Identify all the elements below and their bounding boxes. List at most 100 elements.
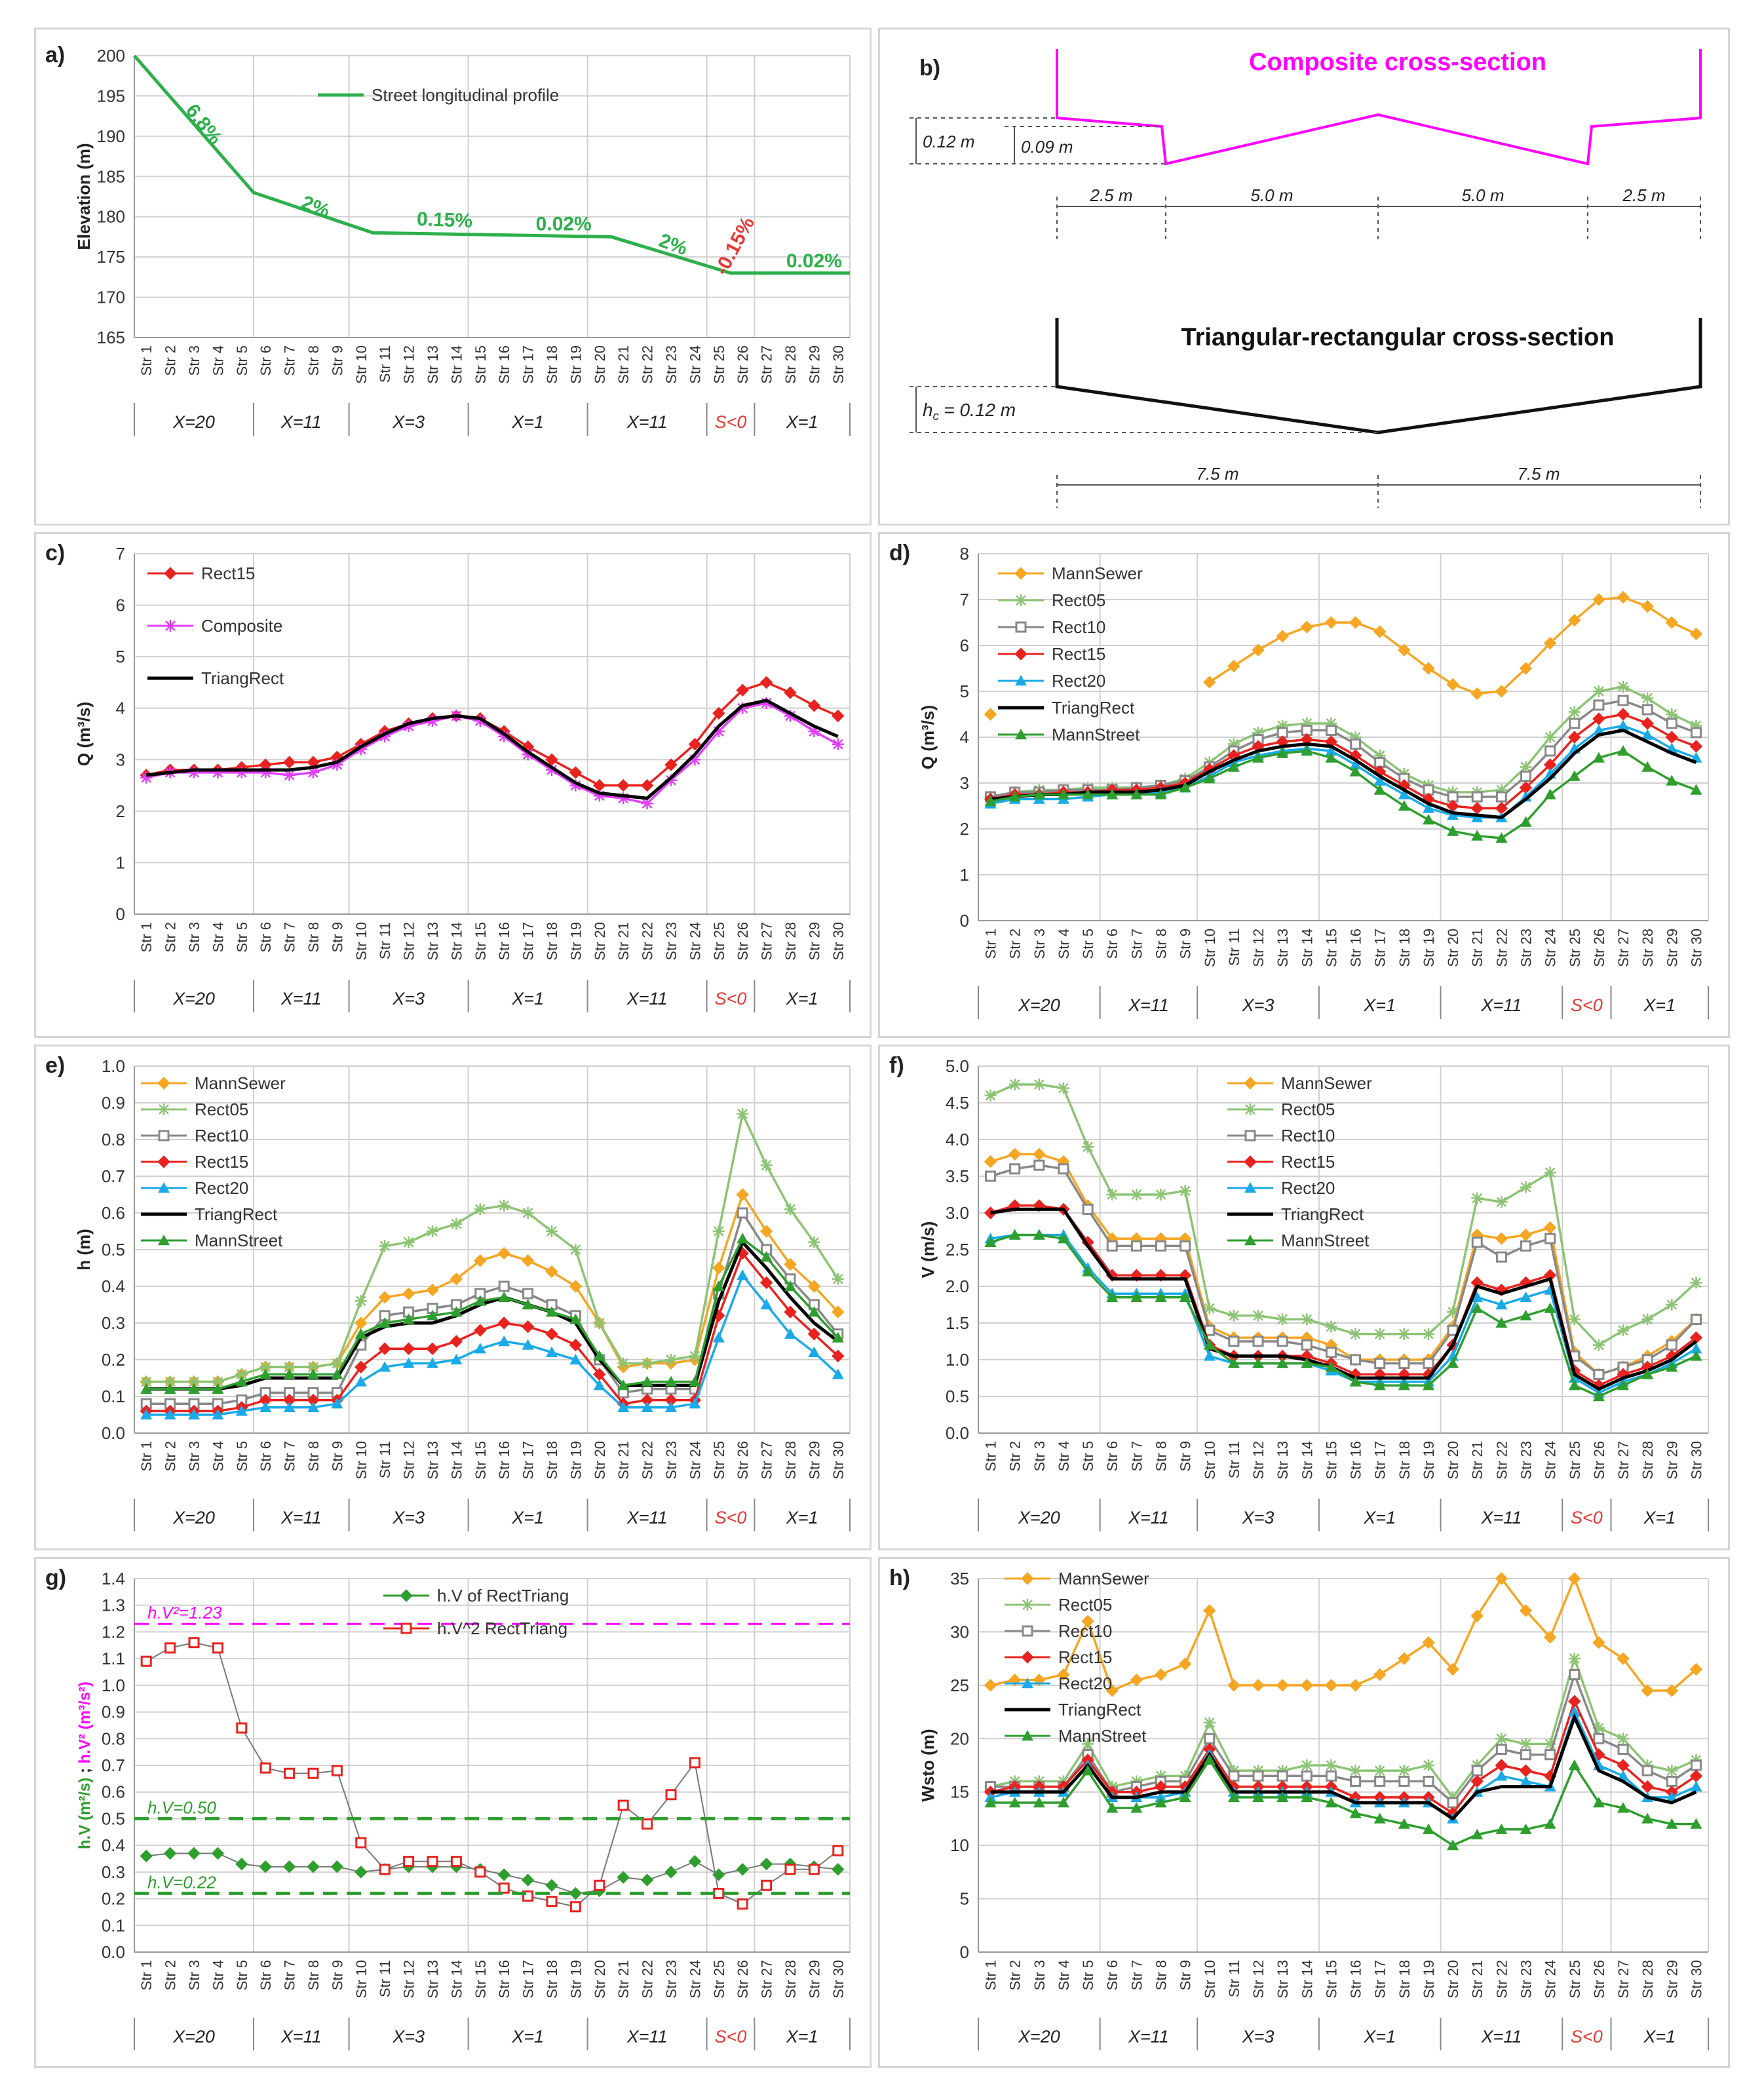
point-Rect15: [1519, 1764, 1533, 1777]
x-tick-label: Str 5: [1080, 1960, 1096, 1990]
y-tick-label: 0.7: [102, 1166, 125, 1186]
point-MannSewer: [474, 1254, 487, 1267]
point-MannStreet: [784, 1280, 796, 1292]
point-MannSewer: [1203, 1604, 1216, 1617]
x-tick-label: Str 14: [448, 1960, 465, 1999]
point-Rect05: [808, 1236, 820, 1248]
x-tick-label: Str 10: [1202, 1441, 1218, 1480]
point-MannStreet: [569, 1313, 582, 1324]
point-Rect20: [1520, 791, 1532, 802]
point-Composite: [188, 766, 200, 778]
point-Composite: [784, 710, 796, 722]
point-MannSewer: [807, 1280, 821, 1293]
x-tick-label: Str 24: [1543, 929, 1559, 967]
slope-annotation: 2%: [656, 229, 690, 259]
x-tick-label: Str 26: [735, 345, 751, 384]
point-h.V of RectTriang: [759, 1857, 773, 1871]
point-h.V^2 RectTriang: [450, 1856, 462, 1868]
point-MannStreet: [427, 1309, 438, 1320]
y-tick-label: 5.0: [946, 1056, 969, 1076]
x-tick-label: Str 24: [687, 1960, 703, 1999]
point-Rect10: [1520, 1240, 1531, 1252]
c-legend: Rect15 Composite TriangRect: [147, 564, 284, 688]
legend-label: MannSewer: [1281, 1073, 1372, 1093]
point-Rect15: [807, 1328, 821, 1341]
point-Rect20: [1520, 1775, 1532, 1786]
x-tick-label: Str 6: [1104, 1441, 1121, 1471]
point-Rect10: [1569, 1669, 1581, 1681]
x-tick-label: Str 26: [1591, 1960, 1607, 1999]
slope-annotation: -0.15%: [710, 214, 759, 278]
point-Rect05: [1544, 1166, 1556, 1179]
y-tick-label: 20: [950, 1729, 969, 1748]
legend-marker: [1244, 1130, 1256, 1141]
group-label: X=1: [1643, 2027, 1676, 2046]
point-h.V^2 RectTriang: [284, 1767, 296, 1779]
y-tick-label: 0.3: [102, 1862, 125, 1882]
point-MannStreet: [1057, 1797, 1069, 1808]
x-tick-label: Str 10: [353, 1441, 370, 1480]
panel-d-label: d): [889, 541, 910, 566]
x-tick-label: Str 18: [1396, 1441, 1413, 1480]
point-Rect20: [1155, 1791, 1167, 1803]
point-MannSewer: [1178, 1657, 1192, 1670]
y-tick-label: 3: [960, 773, 969, 793]
c-x-axis: Str 1 Str 2 Str 3 Str 4 Str 5 Str 6 Str 7 Str 8…: [134, 922, 851, 1012]
y-title-hv: h.V (m²/s): [76, 1778, 94, 1849]
point-Rect05: [1349, 1328, 1362, 1340]
point-MannStreet: [1179, 1791, 1191, 1803]
point-MannStreet: [1325, 1361, 1337, 1372]
point-Rect05: [212, 1375, 224, 1388]
point-MannSewer: [1519, 1228, 1533, 1242]
x-tick-label: Str 30: [1688, 1960, 1704, 1999]
legend-label: MannStreet: [1281, 1231, 1370, 1250]
panel-a-label: a): [45, 43, 65, 67]
point-Rect05: [1592, 1722, 1605, 1734]
point-MannStreet: [1179, 782, 1191, 793]
point-h.V^2 RectTriang: [259, 1762, 271, 1774]
legend-marker: [1021, 1651, 1034, 1664]
x-tick-label: Str 16: [1348, 1441, 1364, 1480]
point-Rect10: [1276, 1770, 1288, 1782]
point-MannStreet: [498, 1291, 510, 1302]
g-y-axis-title: h.V (m²/s) ; h.V² (m³/s²): [76, 1681, 94, 1849]
x-tick-label: Str 24: [1543, 1441, 1559, 1480]
point-Composite: [546, 764, 558, 776]
series-line-MannSewer: [990, 1153, 1697, 1376]
point-Rect05: [307, 1361, 319, 1373]
x-tick-label: Str 30: [1688, 929, 1704, 967]
x-tick-label: Str 15: [472, 1960, 489, 1999]
point-MannStreet: [1203, 1754, 1216, 1765]
series-line-Rect05: [146, 1110, 839, 1383]
legend-marker: [158, 1103, 170, 1115]
point-Rect10: [1204, 1733, 1216, 1744]
point-Rect05: [450, 1218, 463, 1230]
point-MannStreet: [1641, 1368, 1654, 1379]
point-MannStreet: [737, 1233, 749, 1244]
x-tick-label: Str 16: [1348, 1960, 1364, 1999]
point-MannSewer: [1543, 1630, 1557, 1644]
point-Composite: [283, 769, 296, 781]
legend-marker: [1244, 1235, 1256, 1246]
point-Rect15: [784, 1305, 797, 1318]
point-MannSewer: [1276, 630, 1289, 643]
point-Rect20: [832, 1368, 844, 1379]
point-Rect05: [1203, 1302, 1216, 1314]
point-Rect05: [188, 1375, 200, 1388]
point-MannStreet: [1325, 752, 1337, 763]
point-MannStreet: [1398, 800, 1410, 811]
point-MannStreet: [1276, 1791, 1289, 1803]
point-Rect05: [617, 1357, 630, 1370]
point-Rect10: [1130, 1240, 1142, 1252]
point-MannStreet: [1666, 775, 1678, 786]
x-tick-label: Str 15: [472, 345, 489, 384]
point-Composite: [617, 792, 630, 805]
point-MannStreet: [1520, 1309, 1532, 1320]
point-MannStreet: [617, 1379, 630, 1391]
point-Rect10: [1495, 791, 1507, 803]
point-Rect05: [1082, 1738, 1094, 1750]
x-tick-label: Str 12: [401, 922, 417, 961]
point-MannSewer: [1495, 1572, 1508, 1585]
group-label: X=3: [1242, 995, 1275, 1015]
x-tick-label: Str 27: [1615, 1441, 1632, 1480]
